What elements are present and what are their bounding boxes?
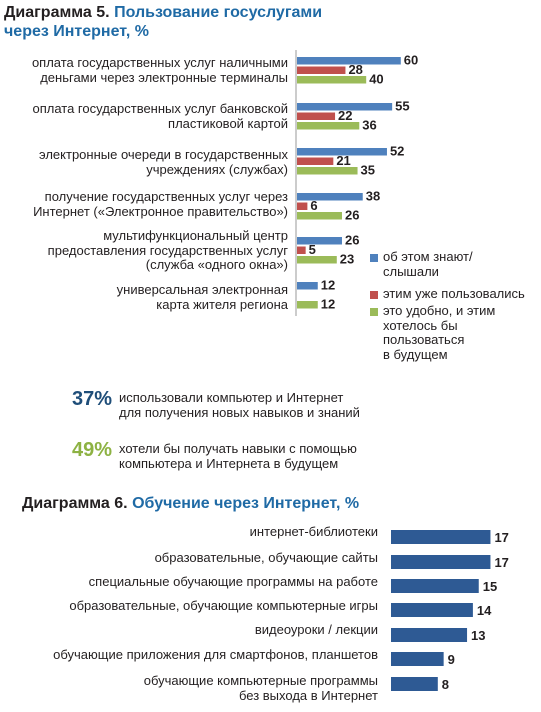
chart5-value-label: 26 (345, 208, 359, 223)
chart5-value-label: 52 (390, 144, 404, 159)
chart5-bar (297, 237, 342, 245)
chart5-bar (297, 212, 342, 220)
chart6-title: Диаграмма 6. Обучение через Интернет, % (22, 494, 359, 513)
chart5-value-label: 38 (366, 189, 380, 204)
chart6-value-label: 17 (494, 555, 508, 570)
stat-description: хотели бы получать навыки с помощью комп… (119, 441, 357, 471)
chart5-bar (297, 282, 318, 290)
chart5-value-label: 55 (395, 99, 409, 114)
chart5-bar (297, 256, 337, 264)
stat-percent: 49% (72, 439, 113, 461)
legend-label: об этом знают/ слышали (383, 249, 473, 279)
chart5-bar (297, 202, 308, 210)
chart6-category-label: видеоуроки / лекции (254, 622, 378, 637)
stat-description: использовали компьютер и Интернет для по… (119, 390, 360, 420)
chart6-value-label: 15 (483, 579, 497, 594)
chart6-value-label: 14 (477, 603, 492, 618)
chart5-bar (297, 167, 358, 175)
chart5-bar (297, 157, 334, 165)
chart5-value-label: 22 (338, 108, 352, 123)
chart5-value-label: 35 (361, 163, 375, 178)
chart5-value-label: 6 (310, 198, 317, 213)
chart5-value-label: 36 (362, 118, 376, 133)
chart5-bar (297, 148, 387, 156)
chart6-bar (391, 555, 491, 569)
chart6-value-label: 9 (448, 652, 455, 667)
chart6-bar (391, 530, 491, 544)
chart5-title-line1: Пользование госуслугами (114, 4, 323, 21)
chart6-category-label: интернет-библиотеки (249, 524, 378, 539)
chart5-title-line2: через Интернет, % (4, 23, 150, 40)
chart5-value-label: 12 (321, 297, 335, 312)
chart5-bar (297, 76, 367, 84)
chart5-category-label: оплата государственных услуг наличными д… (31, 55, 288, 85)
legend-label: этим уже пользовались (383, 286, 525, 301)
legend-swatch (370, 308, 378, 316)
chart5-value-label: 28 (348, 62, 362, 77)
chart5-value-label: 60 (404, 53, 418, 68)
chart5-bar (297, 122, 360, 130)
chart6-category-label: образовательные, обучающие компьютерные … (69, 598, 378, 613)
chart5-category-label: электронные очереди в государственных уч… (39, 147, 288, 177)
chart6-bar (391, 652, 444, 666)
chart6-category-label: обучающие компьютерные программы без вых… (143, 673, 378, 703)
chart6-category-label: образовательные, обучающие сайты (154, 550, 378, 565)
chart6-bar (391, 603, 473, 617)
chart5-category-label: универсальная электронная карта жителя р… (116, 282, 288, 312)
chart5-bar (297, 103, 393, 111)
chart6-bar (391, 628, 468, 642)
chart5-title: Диаграмма 5. Пользование госуслугами чер… (4, 3, 322, 41)
chart5-bar (297, 112, 336, 120)
chart6-value-label: 13 (471, 628, 485, 643)
chart6-title-rest: Обучение через Интернет, % (132, 495, 360, 512)
chart6-bar (391, 677, 438, 691)
stat-percent: 37% (72, 388, 113, 410)
chart6-bar (391, 579, 479, 593)
legend-swatch (370, 291, 378, 299)
chart6-value-label: 8 (442, 677, 449, 692)
chart5-category-label: получение государственных услуг через Ин… (33, 189, 288, 219)
legend-swatch (370, 254, 378, 262)
chart6-category-label: обучающие приложения для смартфонов, пла… (53, 647, 378, 662)
chart5-bar (297, 246, 306, 254)
chart5-value-label: 12 (321, 278, 335, 293)
chart6-category-label: специальные обучающие программы на работ… (88, 574, 378, 589)
chart5-title-prefix: Диаграмма 5. (4, 4, 110, 21)
chart5-plot: 60 28 40 55 22 36 52 21 35 38 6 26 26 5 23 12 12 (295, 50, 418, 316)
chart6-plot: 17 17 15 14 13 9 8 (391, 530, 509, 692)
chart5-category-label: оплата государственных услуг банковской … (32, 101, 288, 131)
chart5-value-label: 26 (345, 233, 359, 248)
chart6-value-label: 17 (494, 530, 508, 545)
chart5-bar (297, 193, 363, 201)
chart5-value-label: 40 (369, 72, 383, 87)
chart5-bar (297, 66, 346, 74)
legend-label: это удобно, и этим хотелось бы пользоват… (383, 303, 496, 362)
chart5-bar (297, 301, 318, 309)
chart5-value-label: 5 (309, 242, 316, 257)
chart6-title-prefix: Диаграмма 6. (22, 495, 128, 512)
chart5-category-label: мультифункциональный центр предоставлени… (47, 228, 288, 272)
chart5-bar (297, 57, 401, 65)
chart5-value-label: 23 (340, 252, 354, 267)
chart5-value-label: 21 (336, 153, 350, 168)
